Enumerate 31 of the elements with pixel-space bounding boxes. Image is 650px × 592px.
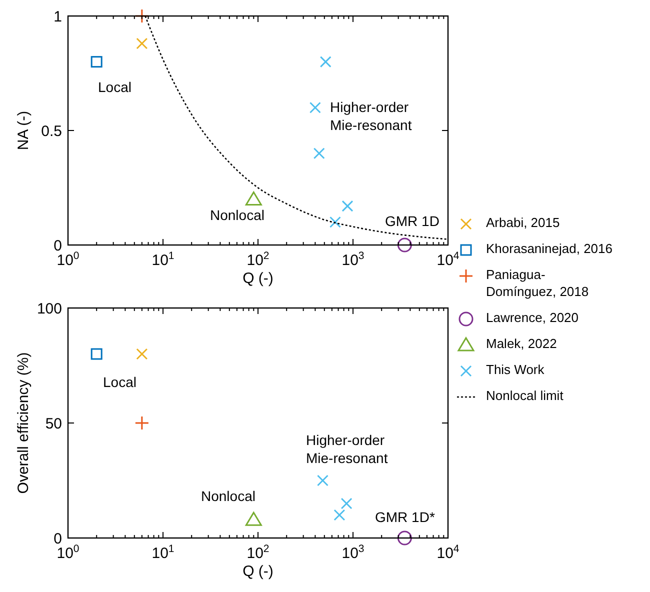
legend-label: Lawrence, 2020 [486, 310, 579, 326]
annotation: GMR 1D* [375, 508, 436, 525]
annotation: Higher-order Mie-resonant [330, 98, 412, 133]
legend-label: This Work [486, 362, 545, 378]
y-tick-label: 0.5 [41, 122, 62, 140]
annotation: GMR 1D [385, 212, 440, 229]
legend-label: Malek, 2022 [486, 336, 557, 352]
y-axis-title: NA (-) [15, 110, 32, 150]
x-tick-label: 10$^{4}$ [436, 250, 460, 269]
y-tick-label: 50 [45, 415, 62, 432]
y-tick-label: 100 [36, 300, 62, 318]
annotation: Higher-order Mie-resonant [306, 432, 388, 466]
legend-label: Khorasaninejad, 2016 [486, 241, 612, 256]
annotation: Nonlocal [201, 488, 256, 504]
y-tick-label: 1 [54, 8, 62, 26]
x-tick-label: 10$^{3}$ [342, 250, 364, 269]
x-axis-title: Q (-) [242, 563, 274, 580]
annotation: Local [103, 374, 136, 390]
x-tick-label: 10$^{1}$ [152, 543, 174, 562]
x-tick-label: 10$^{1}$ [152, 250, 174, 269]
x-axis-title: Q (-) [242, 270, 274, 287]
annotation: Nonlocal [210, 206, 264, 223]
x-tick-label: 10$^{2}$ [246, 250, 270, 269]
legend-label: Nonlocal limit [486, 388, 564, 404]
legend-label: Arbabi, 2015 [486, 215, 560, 230]
x-tick-label: 10$^{3}$ [342, 543, 364, 562]
y-axis-title: Overall efficiency (%) [15, 352, 32, 494]
x-tick-label: 10$^{4}$ [436, 543, 460, 562]
annotation: Local [98, 78, 132, 95]
legend-label: Paniagua- Domínguez, 2018 [486, 267, 589, 300]
x-tick-label: 10$^{2}$ [246, 543, 270, 562]
